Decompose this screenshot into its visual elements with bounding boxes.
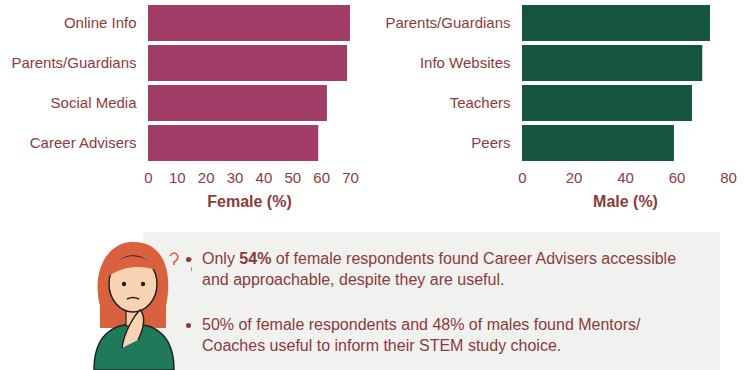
svg-text:Male (%): Male (%) <box>593 193 658 210</box>
svg-text:0: 0 <box>144 169 152 186</box>
svg-text:Teachers: Teachers <box>450 94 511 111</box>
svg-text:20: 20 <box>566 169 583 186</box>
svg-text:Career Advisers: Career Advisers <box>30 134 137 151</box>
svg-text:0: 0 <box>518 169 526 186</box>
svg-text:30: 30 <box>227 169 244 186</box>
html-text:50% of female respondents and: 50% of female respondents and 48% of mal… <box>202 316 641 354</box>
svg-text:70: 70 <box>342 169 359 186</box>
svg-text:Peers: Peers <box>471 134 510 151</box>
svg-text:Female (%): Female (%) <box>207 193 291 210</box>
svg-text:Online Info: Online Info <box>64 14 137 31</box>
svg-text:20: 20 <box>198 169 215 186</box>
svg-text:Parents/Guardians: Parents/Guardians <box>11 54 136 71</box>
svg-text:Parents/Guardians: Parents/Guardians <box>385 14 510 31</box>
svg-text:Social Media: Social Media <box>51 94 138 111</box>
svg-text:40: 40 <box>617 169 634 186</box>
svg-text:Info Websites: Info Websites <box>420 54 511 71</box>
svg-text:60: 60 <box>313 169 330 186</box>
svg-text:10: 10 <box>169 169 186 186</box>
svg-text:80: 80 <box>720 169 737 186</box>
svg-text:60: 60 <box>669 169 686 186</box>
svg-text:50: 50 <box>284 169 301 186</box>
svg-text:40: 40 <box>256 169 273 186</box>
html-text:Only 54% of female respondents: Only 54% of female respondents found Car… <box>202 250 676 288</box>
